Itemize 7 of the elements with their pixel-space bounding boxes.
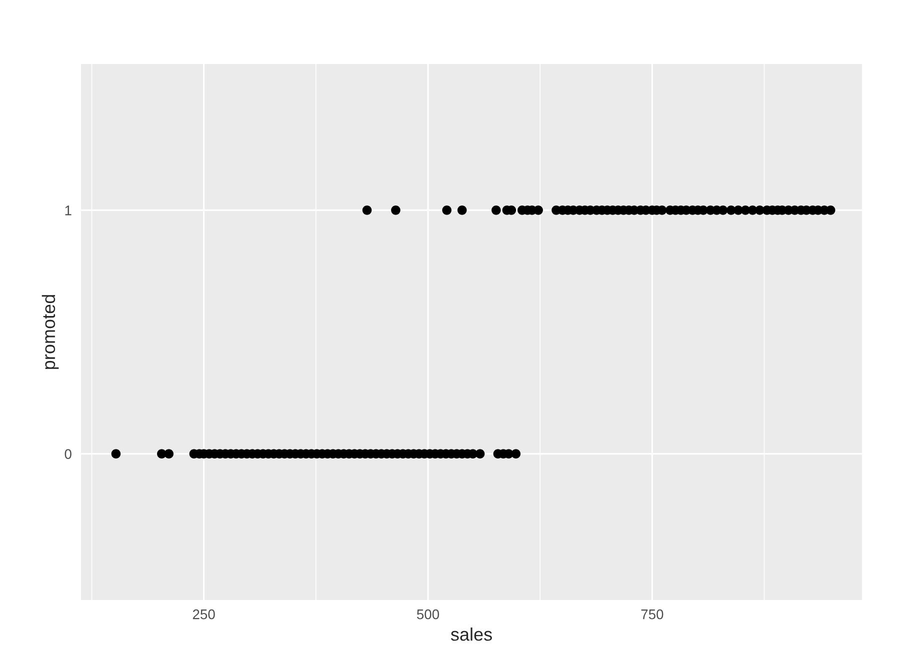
y-tick-label: 0 <box>64 449 72 459</box>
x-axis-title: sales <box>450 628 492 641</box>
x-tick-label: 500 <box>416 609 440 620</box>
x-tick-label: 250 <box>192 609 215 620</box>
y-axis-title: promoted <box>42 295 59 369</box>
x-tick-label: 750 <box>641 609 664 620</box>
y-tick-label: 1 <box>65 206 72 216</box>
